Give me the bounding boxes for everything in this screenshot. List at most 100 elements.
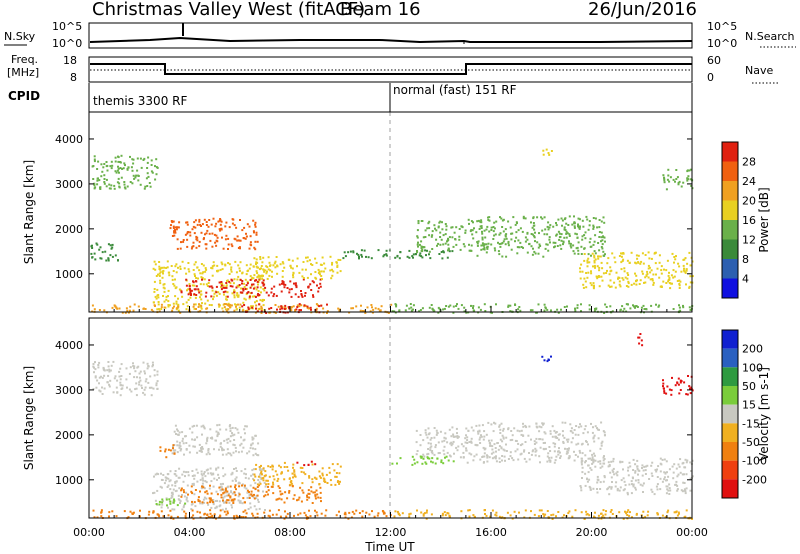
scatter-cell — [155, 158, 158, 161]
scatter-cell — [494, 457, 497, 460]
scatter-cell — [600, 444, 603, 447]
scatter-cell — [193, 288, 196, 291]
scatter-cell — [577, 252, 580, 255]
scatter-cell — [683, 488, 686, 491]
scatter-cell — [195, 285, 198, 288]
scatter-cell — [155, 503, 158, 505]
scatter-cell — [583, 247, 586, 250]
scatter-cell — [506, 511, 509, 514]
scatter-cell — [312, 294, 314, 297]
scatter-cell — [96, 243, 99, 246]
colorbar-swatch — [722, 239, 738, 259]
scatter-cell — [99, 390, 102, 393]
scatter-cell — [239, 501, 242, 504]
scatter-cell — [431, 230, 434, 233]
scatter-cell — [128, 372, 131, 375]
scatter-cell — [637, 473, 639, 476]
scatter-cell — [312, 295, 315, 298]
scatter-cell — [607, 461, 610, 464]
scatter-cell — [194, 261, 197, 264]
scatter-cell — [306, 305, 309, 308]
noise-strip: N.Sky 10^5 10^0 10^5 10^0 N.Search — [4, 20, 796, 50]
scatter-cell — [592, 487, 595, 490]
scatter-cell — [171, 508, 174, 511]
scatter-cell — [470, 441, 473, 444]
scatter-cell — [593, 434, 596, 437]
scatter-cell — [569, 244, 572, 247]
scatter-cell — [485, 228, 488, 231]
scatter-cell — [204, 267, 207, 270]
scatter-cell — [205, 221, 208, 223]
scatter-cell — [434, 446, 437, 449]
scatter-cell — [152, 492, 154, 495]
scatter-cell — [215, 467, 218, 470]
scatter-cell — [505, 233, 508, 236]
freq-label: Freq. — [11, 53, 38, 66]
scatter-cell — [519, 241, 522, 244]
scatter-cell — [257, 454, 260, 457]
scatter-cell — [267, 514, 270, 517]
scatter-cell — [426, 453, 429, 456]
scatter-cell — [191, 500, 193, 503]
scatter-cell — [442, 250, 445, 253]
scatter-cell — [255, 231, 258, 234]
scatter-cell — [635, 512, 638, 515]
scatter-cell — [109, 165, 112, 168]
scatter-cell — [493, 443, 496, 446]
scatter-cell — [200, 298, 203, 301]
scatter-cell — [92, 365, 95, 368]
scatter-cell — [666, 488, 669, 491]
scatter-cell — [182, 470, 185, 473]
scatter-cell — [233, 491, 236, 494]
scatter-cell — [579, 267, 581, 270]
scatter-cell — [147, 513, 150, 516]
scatter-cell — [194, 275, 196, 277]
scatter-cell — [115, 171, 118, 174]
scatter-cell — [183, 495, 186, 498]
scatter-cell — [211, 274, 214, 277]
scatter-cell — [612, 460, 615, 463]
scatter-cell — [663, 476, 666, 479]
scatter-cell — [212, 485, 215, 488]
scatter-cell — [182, 480, 185, 483]
nsearch-label: N.Search — [745, 30, 795, 43]
scatter-cell — [422, 513, 425, 516]
scatter-cell — [165, 295, 168, 298]
scatter-cell — [622, 468, 624, 471]
scatter-cell — [289, 280, 292, 283]
scatter-cell — [371, 510, 373, 513]
scatter-cell — [663, 391, 666, 394]
scatter-cell — [322, 477, 325, 480]
scatter-cell — [213, 448, 215, 451]
scatter-cell — [226, 448, 229, 451]
scatter-cell — [380, 305, 383, 308]
scatter-cell — [566, 305, 568, 308]
scatter-cell — [501, 226, 504, 228]
scatter-cell — [440, 459, 443, 462]
scatter-cell — [663, 478, 666, 481]
scatter-cell — [591, 252, 594, 255]
scatter-cell — [93, 158, 96, 161]
scatter-cell — [292, 466, 294, 469]
scatter-cell — [504, 234, 507, 237]
scatter-cell — [276, 473, 279, 476]
scatter-cell — [587, 253, 590, 256]
scatter-cell — [594, 217, 597, 220]
scatter-cell — [260, 305, 263, 308]
scatter-cell — [178, 444, 181, 447]
scatter-cell — [209, 239, 212, 242]
scatter-cell — [159, 268, 162, 271]
scatter-cell — [167, 271, 170, 274]
scatter-cell — [229, 424, 232, 427]
scatter-cell — [347, 251, 350, 254]
scatter-cell — [255, 233, 258, 236]
scatter-cell — [230, 304, 233, 307]
scatter-cell — [227, 499, 230, 502]
scatter-cell — [429, 449, 432, 452]
scatter-cell — [230, 266, 233, 269]
scatter-cell — [202, 238, 205, 241]
scatter-cell — [208, 304, 211, 306]
scatter-cell — [422, 236, 425, 239]
scatter-cell — [537, 303, 540, 306]
